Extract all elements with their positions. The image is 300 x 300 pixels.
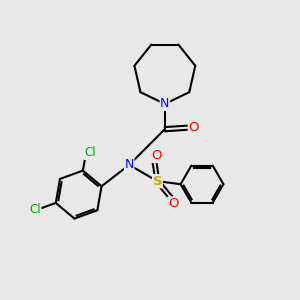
Text: N: N xyxy=(124,158,134,171)
Text: Cl: Cl xyxy=(29,203,41,217)
Text: S: S xyxy=(153,175,162,188)
Text: O: O xyxy=(168,197,178,210)
Text: O: O xyxy=(152,149,162,162)
Text: O: O xyxy=(188,121,199,134)
Text: N: N xyxy=(160,98,170,110)
Text: Cl: Cl xyxy=(84,146,96,160)
